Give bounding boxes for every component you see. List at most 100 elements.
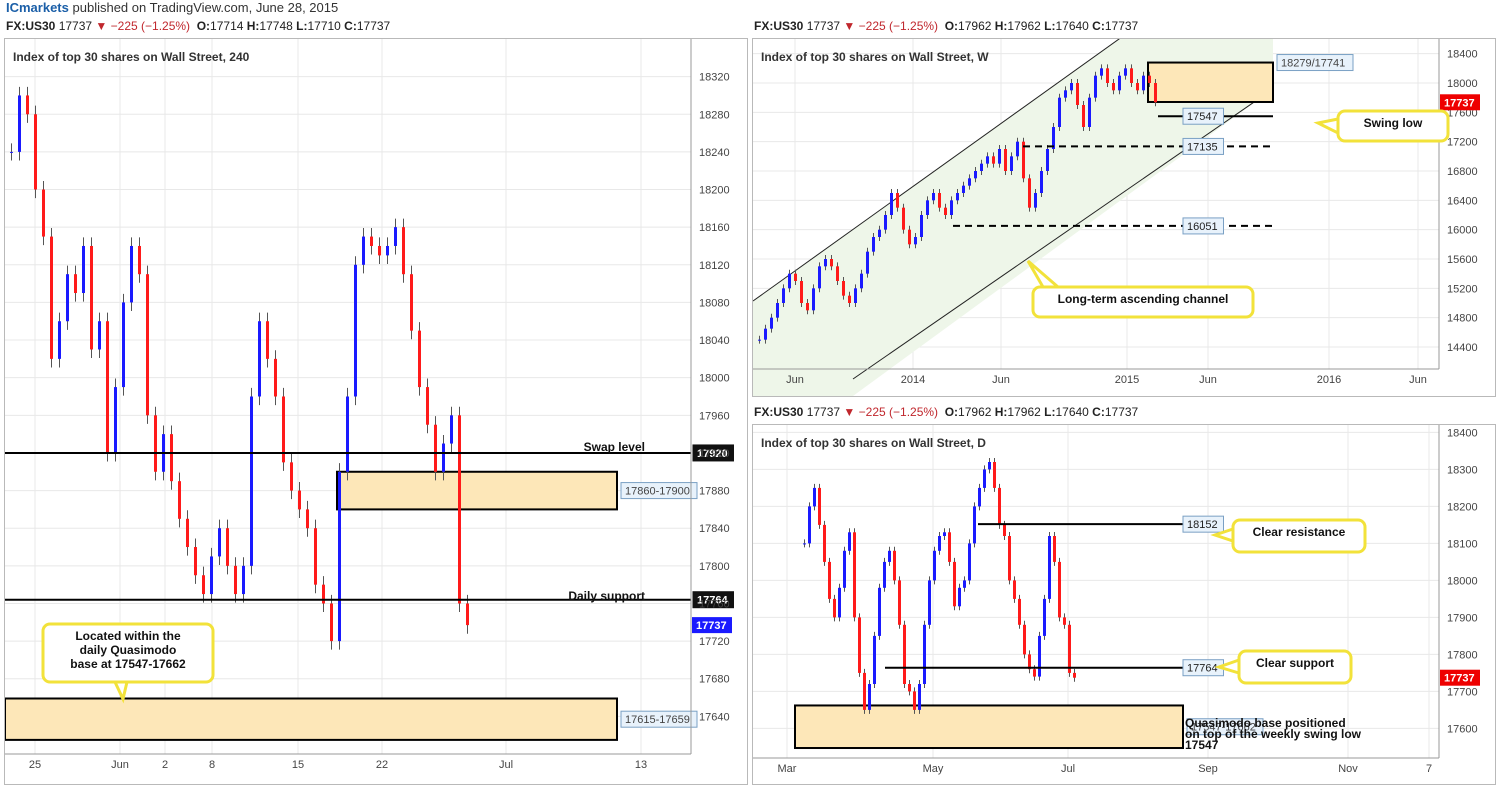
zone-tag-text: 18279/17741 bbox=[1281, 58, 1345, 70]
quote-daily: FX:US30 17737 ▼ −225 (−1.25%) O:17962 H:… bbox=[754, 405, 1139, 419]
y-tick-label: 17200 bbox=[1447, 137, 1478, 149]
candle bbox=[823, 524, 826, 562]
x-tick-label: 22 bbox=[376, 759, 388, 771]
level-tag-text: 17764 bbox=[697, 595, 728, 607]
zone-tag bbox=[1276, 54, 1354, 72]
weekly-chart[interactable]: 17547 17135 16051 18279/17741 18400 18000 1760… bbox=[753, 39, 1495, 396]
callout-tail bbox=[112, 680, 129, 704]
candle bbox=[1068, 624, 1071, 673]
candle bbox=[66, 274, 69, 322]
x-tick-label: 2014 bbox=[901, 374, 925, 386]
candle bbox=[974, 171, 977, 179]
y-tick-label: 16800 bbox=[1447, 166, 1478, 178]
candle bbox=[1058, 97, 1061, 127]
candle bbox=[794, 273, 797, 281]
y-tick-label: 17900 bbox=[1447, 612, 1478, 624]
chart-title: Index of top 30 shares on Wall Street, W bbox=[761, 50, 989, 64]
candle bbox=[242, 565, 245, 595]
zone-tag bbox=[1186, 718, 1264, 736]
callout-tail bbox=[1214, 657, 1241, 676]
candle bbox=[1070, 83, 1073, 91]
zone-box bbox=[1147, 61, 1274, 103]
zone-tag bbox=[620, 482, 698, 500]
candle bbox=[963, 580, 966, 588]
y-tick-label: 18200 bbox=[699, 185, 730, 197]
candle bbox=[903, 624, 906, 684]
daily-chart[interactable]: 18152 17764 17547-17662 18400 18300 18200 1810… bbox=[753, 425, 1495, 784]
candle bbox=[314, 528, 317, 585]
y-tick-label: 18320 bbox=[699, 72, 730, 84]
level-label: Daily support bbox=[568, 589, 645, 603]
callout-text: Clear support bbox=[1256, 656, 1334, 670]
candle bbox=[883, 561, 886, 588]
candle bbox=[1010, 156, 1013, 171]
candle bbox=[274, 358, 277, 397]
candle bbox=[1130, 68, 1133, 83]
candle bbox=[932, 193, 935, 201]
level-tag bbox=[692, 444, 734, 462]
brand-link[interactable]: ICmarkets bbox=[6, 0, 69, 15]
candle bbox=[282, 396, 285, 463]
channel-upper-line bbox=[753, 39, 1120, 302]
candle bbox=[250, 396, 253, 566]
candle bbox=[138, 245, 141, 275]
candle bbox=[878, 587, 881, 636]
y-tick-label: 15600 bbox=[1447, 254, 1478, 266]
candle bbox=[434, 424, 437, 472]
candle bbox=[998, 149, 1001, 164]
price-tag bbox=[1440, 669, 1480, 686]
x-tick-label: Sep bbox=[1198, 763, 1218, 775]
chart-title: Index of top 30 shares on Wall Street, 2… bbox=[13, 50, 250, 64]
weekly-chart-panel[interactable]: 17547 17135 16051 18279/17741 18400 18000 1760… bbox=[752, 38, 1496, 397]
candle bbox=[346, 396, 349, 472]
quote-weekly: FX:US30 17737 ▼ −225 (−1.25%) O:17962 H:… bbox=[754, 19, 1139, 33]
candle bbox=[933, 550, 936, 581]
candle bbox=[1023, 624, 1026, 655]
candle bbox=[1013, 580, 1016, 599]
candle bbox=[114, 387, 117, 453]
candle bbox=[898, 580, 901, 625]
callout-text: Clear resistance bbox=[1253, 525, 1346, 539]
candle bbox=[338, 471, 341, 642]
h4-chart[interactable]: 17920 Swap level 17764 Daily support 17860-1… bbox=[5, 39, 747, 784]
candle bbox=[306, 509, 309, 529]
candle bbox=[1003, 524, 1006, 536]
candle bbox=[354, 264, 357, 397]
x-tick-label: Jun bbox=[1199, 374, 1217, 386]
candle bbox=[818, 487, 821, 525]
y-tick-label: 14800 bbox=[1447, 313, 1478, 325]
candle bbox=[998, 487, 1001, 525]
candle bbox=[824, 259, 827, 267]
candle bbox=[938, 193, 941, 208]
y-tick-label: 17680 bbox=[699, 674, 730, 686]
y-tick-label: 17920 bbox=[699, 448, 730, 460]
callout-text: Located within the bbox=[75, 629, 181, 643]
published-line: ICmarkets published on TradingView.com, … bbox=[6, 0, 338, 15]
y-tick-label: 18300 bbox=[1447, 464, 1478, 476]
candle bbox=[26, 95, 29, 115]
candle bbox=[122, 302, 125, 388]
candle bbox=[1058, 561, 1061, 618]
candle bbox=[98, 321, 101, 350]
y-tick-label: 16400 bbox=[1447, 195, 1478, 207]
y-tick-label: 18040 bbox=[699, 335, 730, 347]
candle bbox=[800, 281, 803, 303]
candle bbox=[1136, 83, 1139, 91]
candle bbox=[873, 635, 876, 684]
annotation-text: on top of the weekly swing low bbox=[1185, 727, 1362, 741]
candle bbox=[106, 321, 109, 453]
y-tick-label: 17640 bbox=[699, 711, 730, 723]
candle bbox=[1073, 672, 1076, 678]
h4-chart-panel[interactable]: 17920 Swap level 17764 Daily support 17860-1… bbox=[4, 38, 748, 785]
candle bbox=[298, 490, 301, 510]
daily-chart-panel[interactable]: 18152 17764 17547-17662 18400 18300 18200 1810… bbox=[752, 424, 1496, 785]
candle bbox=[858, 617, 861, 673]
candle bbox=[868, 684, 871, 710]
candle bbox=[803, 543, 806, 545]
candle bbox=[1008, 536, 1011, 581]
candle bbox=[218, 528, 221, 557]
price-tag-text: 17737 bbox=[696, 620, 727, 632]
callout-text: base at 17547-17662 bbox=[70, 657, 186, 671]
candle bbox=[1088, 97, 1091, 127]
level-tag-text: 16051 bbox=[1187, 221, 1218, 233]
